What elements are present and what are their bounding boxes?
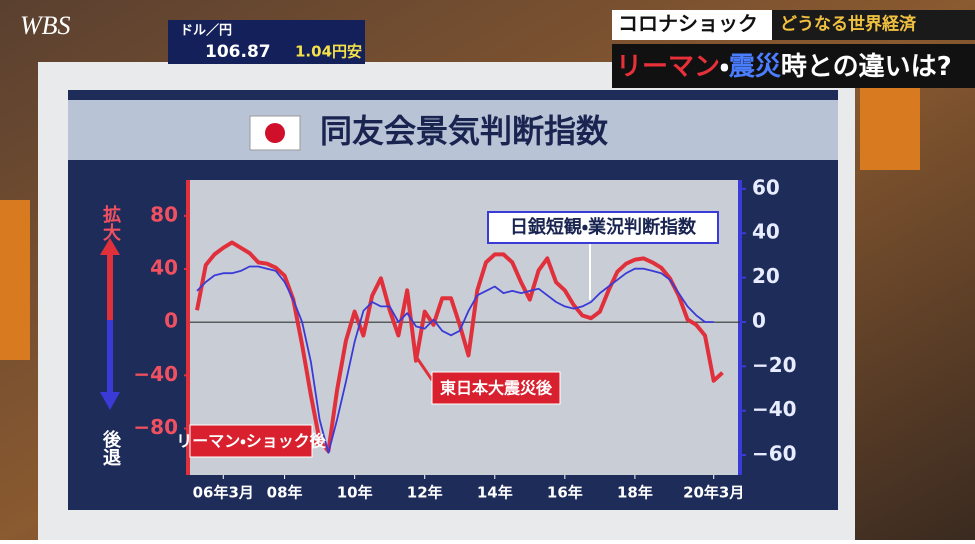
annotation-box: [189, 424, 313, 458]
x-tick-label: 18年: [617, 484, 653, 502]
y2-tick-label: 0: [752, 308, 766, 332]
y2-tick-label: −20: [752, 353, 797, 377]
y2-tick-label: 40: [752, 220, 780, 244]
x-tick-label: 08年: [267, 484, 303, 502]
x-tick-label: 20年3月: [683, 484, 744, 502]
x-tick-label: 16年: [547, 484, 583, 502]
y-direction-top: 拡大: [100, 204, 121, 242]
direction-arrowhead-up: [100, 238, 120, 255]
chart-title: 同友会景気判断指数: [320, 112, 608, 150]
annotation: リーマン・ショック後: [176, 432, 326, 451]
headline-tag-box: [612, 10, 772, 40]
y-tick-label: −80: [133, 415, 178, 439]
x-tick-label: 12年: [407, 484, 443, 502]
series-line: [195, 240, 724, 454]
logo: WBS: [20, 11, 71, 40]
annotation-pointer: [413, 354, 434, 381]
headline-part: 震災: [729, 52, 782, 82]
annotation-box: [431, 371, 561, 405]
y2-tick-label: −60: [752, 442, 797, 466]
y2-tick-label: 20: [752, 264, 780, 288]
annotation: 東日本大震災後: [440, 379, 553, 398]
x-tick-label: 14年: [477, 484, 513, 502]
y-direction-bottom: 後退: [100, 429, 122, 467]
headline-tag: コロナショック: [618, 12, 758, 36]
y-tick-label: 80: [150, 202, 178, 226]
headline-sub-box: [772, 10, 975, 40]
headline: リーマン・震災時との違いは?: [616, 52, 952, 82]
headline-part: リーマン: [616, 52, 720, 82]
series-label-box: [487, 211, 719, 244]
studio-panel: [0, 200, 30, 360]
y-tick-label: 0: [164, 309, 178, 333]
direction-arrowhead-down: [100, 392, 120, 410]
x-tick-label: 06年3月: [193, 484, 254, 502]
headline-part: 時との違いは?: [781, 52, 952, 82]
fx-change: 1.04円安: [295, 43, 362, 61]
y-tick-label: −40: [133, 362, 178, 386]
y2-tick-label: 60: [752, 175, 780, 199]
fx-value: 106.87: [205, 42, 271, 62]
fx-label: ドル／円: [180, 23, 232, 39]
fx-box: [168, 20, 365, 64]
x-tick-label: 10年: [337, 484, 373, 502]
series-label: 日銀短観・業況判断指数: [510, 216, 697, 238]
flag-circle: [265, 123, 285, 143]
y2-tick-label: −40: [752, 397, 797, 421]
headline-sub: どうなる世界経済: [780, 14, 917, 35]
series-line: [196, 265, 714, 454]
y-tick-label: 40: [150, 256, 178, 280]
headline-part: ・: [720, 52, 729, 82]
headline-box: [612, 44, 975, 88]
title-band: [68, 100, 838, 160]
